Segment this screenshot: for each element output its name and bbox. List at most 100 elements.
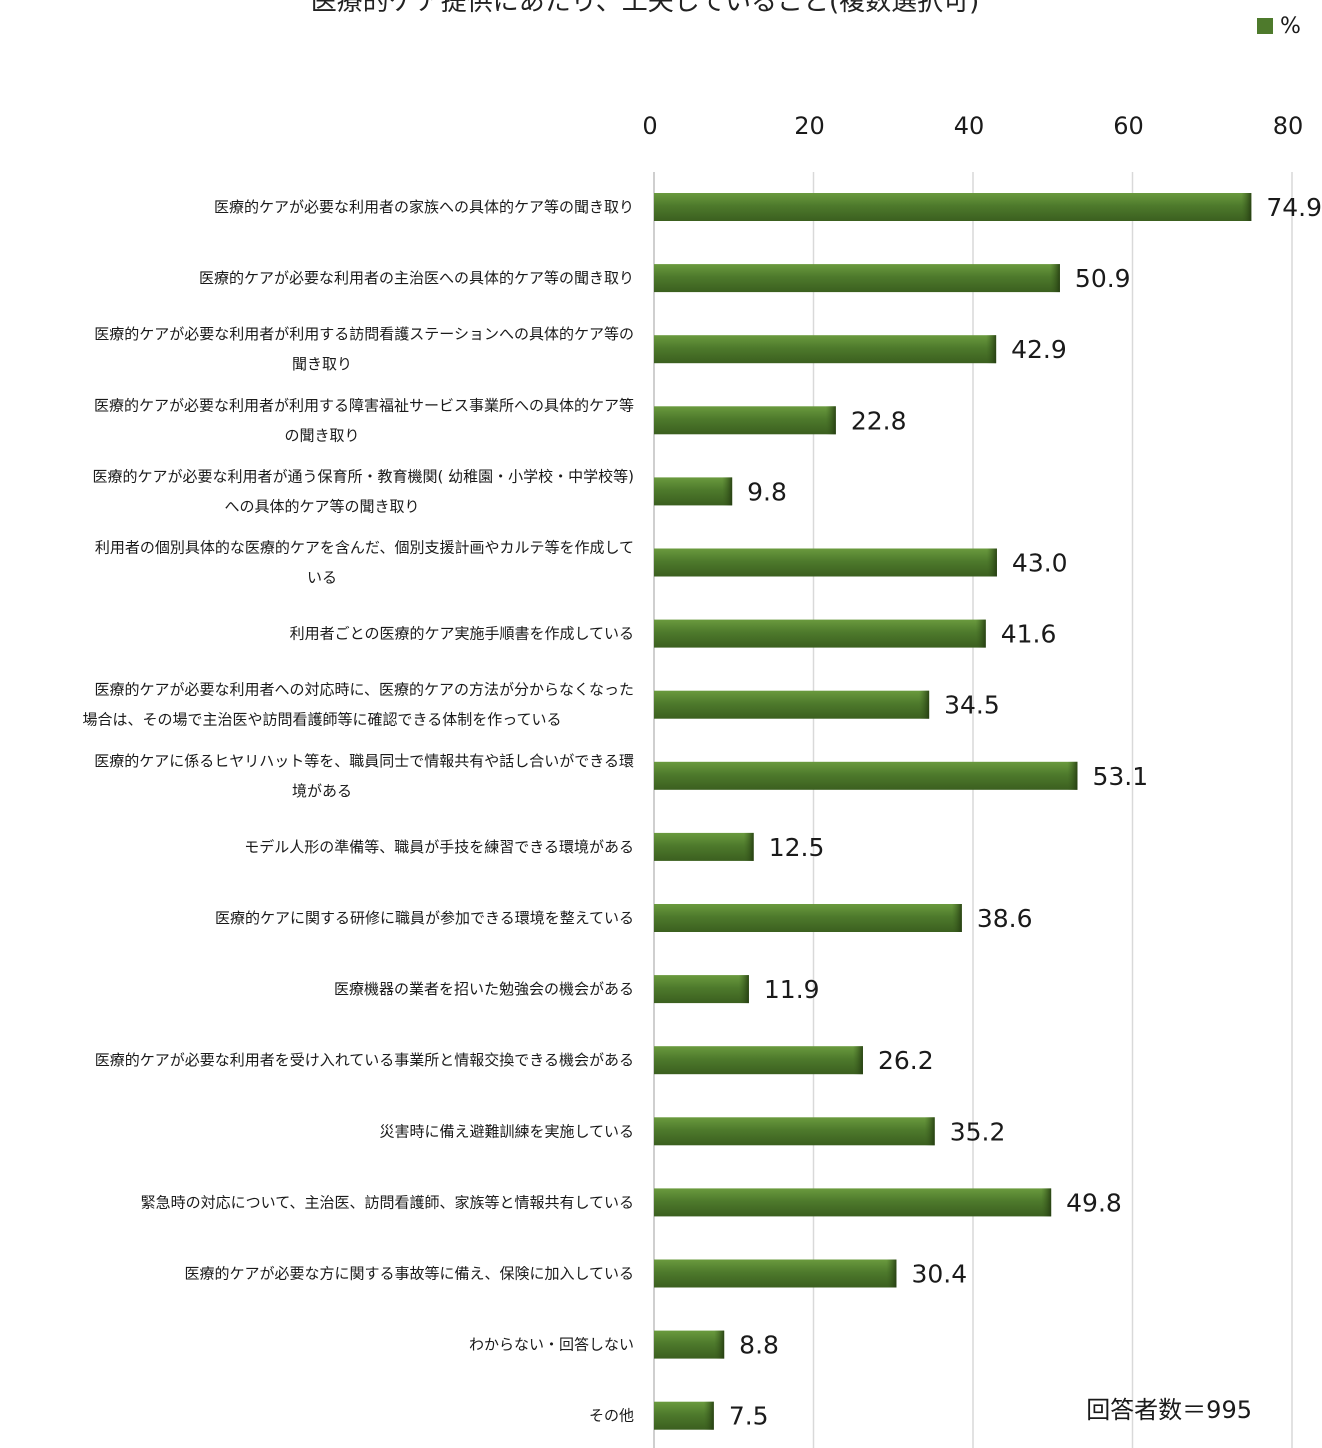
x-axis-ticks: 0 20 40 60 80 (642, 112, 1303, 140)
value-label: 49.8 (1066, 1188, 1122, 1217)
category-label: 医療的ケアが必要な利用者を受け入れている事業所と情報交換できる機会がある (95, 1051, 634, 1069)
value-label: 12.5 (769, 833, 825, 862)
category-label: 医療的ケアが必要な利用者への対応時に、医療的ケアの方法が分からなくなった場合は、… (83, 681, 634, 729)
category-label: 医療的ケアが必要な利用者が利用する訪問看護ステーションへの具体的ケア等の聞き取り (94, 325, 634, 373)
value-label: 26.2 (878, 1046, 934, 1075)
bar-end-shade (951, 904, 962, 932)
category-label: 利用者ごとの医療的ケア実施手順書を作成している (290, 625, 634, 643)
bar-body (654, 1117, 935, 1146)
value-label: 11.9 (764, 975, 820, 1004)
category-label: 医療的ケアが必要な利用者の家族への具体的ケア等の聞き取り (214, 198, 634, 216)
bar-body (654, 1046, 863, 1075)
bar-end-shade (1241, 193, 1252, 221)
category-label: 医療機器の業者を招いた勉強会の機会がある (334, 980, 634, 998)
bars (654, 193, 1252, 1430)
bar-body (654, 1259, 897, 1288)
category-label: わからない・回答しない (469, 1336, 634, 1354)
bar-end-shade (722, 477, 733, 506)
category-labels: 医療的ケアが必要な利用者の家族への具体的ケア等の聞き取り医療的ケアが必要な利用者… (83, 198, 634, 1425)
bar (654, 1401, 714, 1430)
value-label: 7.5 (729, 1402, 769, 1431)
bar (654, 406, 836, 435)
bar (654, 1259, 897, 1288)
value-label: 22.8 (851, 406, 907, 435)
bar-end-shade (919, 690, 930, 719)
gridlines (653, 172, 1293, 1448)
category-label: その他 (589, 1407, 634, 1425)
category-label: 利用者の個別具体的な医療的ケアを含んだ、個別支援計画やカルテ等を作成している (95, 539, 634, 587)
bar (654, 1188, 1052, 1217)
legend-label: % (1280, 14, 1301, 39)
bar (654, 193, 1252, 221)
bar-end-shade (1049, 264, 1060, 293)
bar-body (654, 761, 1078, 790)
category-label: モデル人形の準備等、職員が手技を練習できる環境がある (244, 838, 634, 856)
x-tick-label: 40 (954, 112, 985, 140)
bar-body (654, 264, 1060, 293)
bar (654, 477, 733, 506)
x-tick-label: 60 (1113, 112, 1144, 140)
category-label: 医療的ケアが必要な利用者が利用する障害福祉サービス事業所への具体的ケア等の聞き取… (94, 396, 634, 444)
bar-end-shade (986, 335, 997, 364)
bar-end-shade (986, 548, 997, 577)
bar-body (654, 1188, 1052, 1217)
value-label: 35.2 (950, 1117, 1006, 1146)
bar (654, 832, 754, 861)
value-label: 30.4 (911, 1260, 967, 1289)
legend-swatch (1257, 18, 1273, 34)
x-tick-label: 20 (794, 112, 825, 140)
chart-title: 医療的ケア提供にあたり、工夫していること(複数選択可) (311, 0, 979, 17)
bar (654, 335, 997, 364)
x-tick-label: 0 (642, 112, 657, 140)
bar-end-shade (886, 1259, 897, 1288)
bar-end-shade (975, 619, 986, 648)
bar-body (654, 193, 1252, 221)
value-label: 38.6 (977, 904, 1033, 933)
bar-body (654, 406, 836, 435)
bar (654, 1046, 863, 1075)
value-label: 53.1 (1092, 762, 1148, 791)
respondent-count-note: 回答者数＝995 (1086, 1396, 1252, 1424)
bar (654, 619, 986, 648)
value-label: 34.5 (944, 691, 1000, 720)
category-label: 災害時に備え避難訓練を実施している (379, 1122, 634, 1140)
category-label: 医療的ケアが必要な利用者が通う保育所・教育機関( 幼稚園・小学校・中学校等)への… (93, 467, 634, 515)
bar-body (654, 904, 962, 932)
bar-end-shade (1041, 1188, 1052, 1217)
bar-body (654, 477, 733, 506)
bar-body (654, 335, 997, 364)
bar (654, 1117, 935, 1146)
x-tick-label: 80 (1273, 112, 1304, 140)
bar-end-shade (1067, 761, 1078, 790)
bar-body (654, 619, 986, 648)
bar (654, 548, 997, 577)
category-label: 医療的ケアに関する研修に職員が参加できる環境を整えている (215, 909, 634, 927)
category-label: 緊急時の対応について、主治医、訪問看護師、家族等と情報共有している (141, 1193, 634, 1211)
bar-body (654, 832, 754, 861)
bar-end-shade (714, 1330, 725, 1359)
category-label: 医療的ケアが必要な利用者の主治医への具体的ケア等の聞き取り (199, 269, 634, 287)
bar (654, 690, 930, 719)
legend: % (1257, 14, 1301, 39)
bar (654, 904, 962, 932)
bar-end-shade (852, 1046, 863, 1075)
bar-end-shade (743, 832, 754, 861)
category-label: 医療的ケアに係るヒヤリハット等を、職員同士で情報共有や話し合いができる環境がある (94, 752, 634, 800)
bar-end-shade (738, 975, 749, 1004)
value-label: 9.8 (747, 477, 787, 506)
bar-body (654, 548, 997, 577)
value-label: 41.6 (1001, 620, 1057, 649)
bar (654, 975, 749, 1004)
bar (654, 264, 1060, 293)
bar (654, 1330, 725, 1359)
value-label: 50.9 (1075, 264, 1131, 293)
value-label: 8.8 (739, 1331, 779, 1360)
value-label: 43.0 (1012, 549, 1068, 578)
bar-end-shade (924, 1117, 935, 1146)
bar-body (654, 690, 930, 719)
bar-end-shade (703, 1401, 714, 1430)
category-label: 医療的ケアが必要な方に関する事故等に備え、保険に加入している (184, 1265, 634, 1283)
bar-end-shade (825, 406, 836, 435)
bar-body (654, 1330, 725, 1359)
